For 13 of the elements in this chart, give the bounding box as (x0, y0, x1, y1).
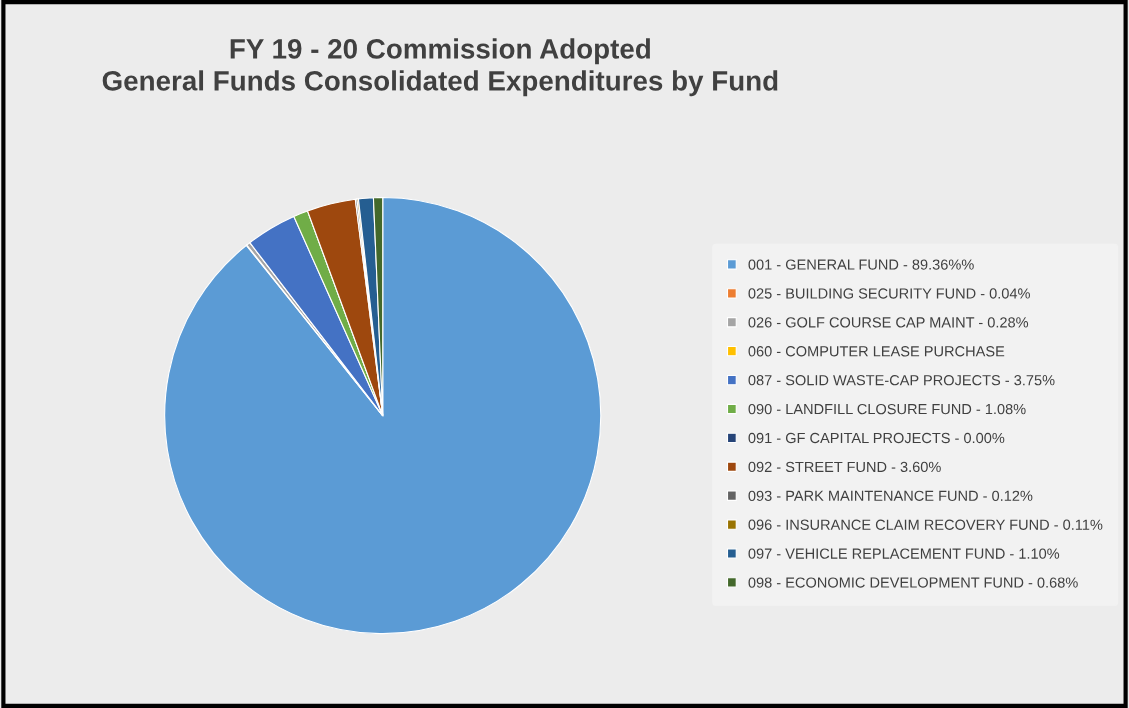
legend-label: 060 - COMPUTER LEASE PURCHASE (748, 346, 1005, 357)
legend-label: 091 - GF CAPITAL PROJECTS - 0.00% (748, 432, 1005, 444)
chart-title: FY 19 - 20 Commission Adopted General Funds Consolidated Expenditures by Fund (102, 38, 778, 97)
legend-label: 096 - INSURANCE CLAIM RECOVERY FUND - 0.11% (748, 519, 1103, 530)
legend-label: 026 - GOLF COURSE CAP MAINT - 0.28% (748, 317, 1029, 328)
legend-label: 025 - BUILDING SECURITY FUND - 0.04% (748, 288, 1030, 299)
legend-label: 098 - ECONOMIC DEVELOPMENT FUND - 0.68% (748, 577, 1078, 588)
legend-label: 093 - PARK MAINTENANCE FUND - 0.12% (748, 490, 1033, 501)
legend-label: 090 - LANDFILL CLOSURE FUND - 1.08% (748, 403, 1026, 415)
legend-label: 092 - STREET FUND - 3.60% (748, 461, 941, 473)
legend-label: 087 - SOLID WASTE-CAP PROJECTS - 3.75% (748, 375, 1055, 386)
legend-label: 001 - GENERAL FUND - 89.36%% (748, 259, 974, 270)
legend-label: 097 - VEHICLE REPLACEMENT FUND - 1.10% (748, 548, 1060, 559)
